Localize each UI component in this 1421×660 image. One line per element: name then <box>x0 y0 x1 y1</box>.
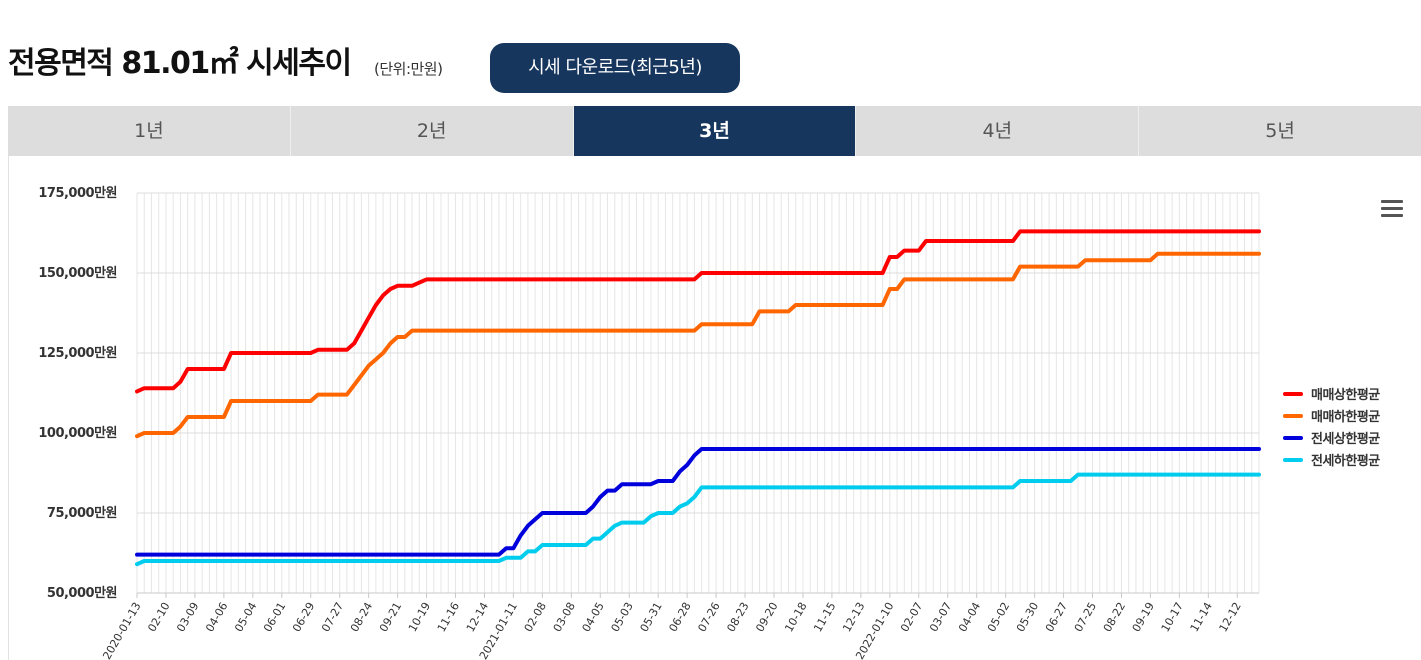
x-tick-label: 10-18 <box>782 600 809 634</box>
x-tick-label: 07-27 <box>319 600 346 634</box>
x-tick-label: 08-24 <box>348 600 375 634</box>
x-tick-label: 11-16 <box>435 600 462 634</box>
x-tick-label: 02-07 <box>898 600 925 634</box>
x-tick-label: 04-05 <box>580 600 607 634</box>
x-tick-label: 03-07 <box>927 600 954 634</box>
x-tick-label: 2020-01-13 <box>100 600 143 660</box>
y-tick-label: 125,000만원 <box>38 345 117 361</box>
series-line-1 <box>135 229 1261 394</box>
download-button[interactable]: 시세 다운로드(최근5년) <box>490 43 740 93</box>
x-tick-label: 12-14 <box>464 600 491 634</box>
x-tick-label: 04-06 <box>203 600 230 634</box>
x-tick-label: 06-27 <box>1043 600 1070 634</box>
legend-label: 매매상한평균 <box>1311 387 1380 403</box>
x-tick-label: 10-19 <box>406 600 433 634</box>
x-tick-label: 07-26 <box>695 600 722 634</box>
x-tick-label: 03-08 <box>551 600 578 634</box>
x-tick-label: 12-12 <box>1217 600 1244 634</box>
x-tick-label: 10-17 <box>1159 600 1186 634</box>
series-line-2 <box>135 251 1261 439</box>
x-tick-label: 05-30 <box>1014 600 1041 634</box>
tab-3-year[interactable]: 3년 <box>573 106 857 156</box>
x-tick-label: 07-25 <box>1072 600 1099 634</box>
x-tick-label: 11-14 <box>1188 600 1215 634</box>
x-tick-label: 06-28 <box>666 600 693 634</box>
page-title: 전용면적 81.01㎡ 시세추이 <box>8 46 352 81</box>
x-tick-label: 05-02 <box>985 600 1012 634</box>
x-tick-label: 03-09 <box>174 600 201 634</box>
x-tick-label: 05-04 <box>232 600 259 634</box>
chart-menu-icon[interactable] <box>1381 200 1403 218</box>
x-tick-label: 12-13 <box>840 600 867 634</box>
x-tick-label: 11-15 <box>811 600 838 634</box>
tab-1-year[interactable]: 1년 <box>8 106 291 156</box>
unit-label: (단위:만원) <box>374 60 443 78</box>
legend-label: 매매하한평균 <box>1311 409 1380 425</box>
tab-5-year[interactable]: 5년 <box>1265 120 1295 142</box>
series-line-3 <box>135 447 1261 557</box>
price-trend-chart: 50,000만원 75,000만원 100,000만원 125,000만원 150,00… <box>38 185 1380 660</box>
x-tick-label: 05-03 <box>609 600 636 634</box>
x-tick-label: 09-19 <box>1130 600 1157 634</box>
chart-container: 50,000만원 75,000만원 100,000만원 125,000만원 150,00… <box>8 156 1421 660</box>
x-tick-label: 04-04 <box>956 600 983 634</box>
x-tick-label: 08-22 <box>1101 600 1128 634</box>
y-tick-label: 150,000만원 <box>38 265 117 281</box>
y-tick-label: 75,000만원 <box>47 505 117 521</box>
x-tick-label: 06-01 <box>261 600 288 634</box>
x-tick-label: 02-10 <box>145 600 172 634</box>
x-tick-label: 09-21 <box>377 600 404 634</box>
x-tick-label: 06-29 <box>290 600 317 634</box>
period-tabs: 1년 2년 3년 4년 5년 <box>8 106 1421 156</box>
tab-4-year[interactable]: 4년 <box>856 106 1140 156</box>
tab-2-year[interactable]: 2년 <box>291 106 574 156</box>
y-tick-label: 50,000만원 <box>47 585 117 601</box>
y-tick-label: 100,000만원 <box>38 425 117 441</box>
x-tick-label: 08-23 <box>724 600 751 634</box>
x-tick-label: 09-20 <box>753 600 780 634</box>
legend-label: 전세상한평균 <box>1311 431 1380 447</box>
series-line-4 <box>135 472 1261 567</box>
legend-label: 전세하한평균 <box>1311 453 1380 469</box>
x-tick-label: 05-31 <box>638 600 665 634</box>
y-tick-label: 175,000만원 <box>38 185 117 201</box>
x-tick-label: 02-08 <box>522 600 549 634</box>
